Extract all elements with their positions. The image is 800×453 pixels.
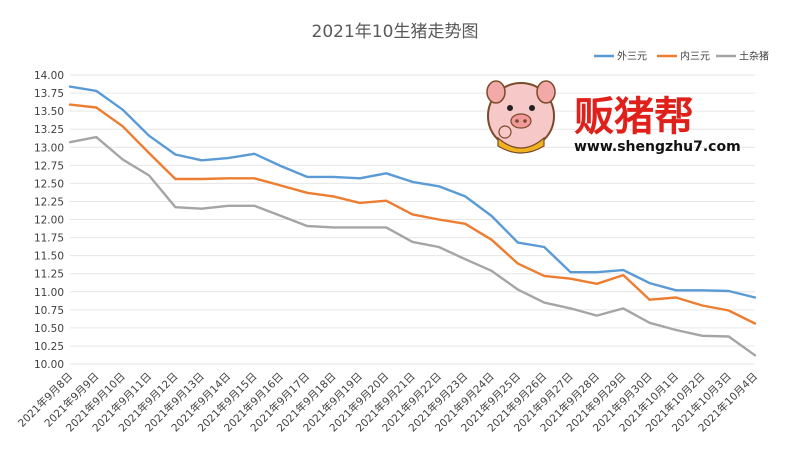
series-line-3 [68, 135, 757, 357]
y-tick-label: 11.75 [34, 233, 64, 245]
y-tick-label: 10.00 [34, 359, 64, 371]
brand-name: 贩猪帮 [574, 94, 694, 140]
x-axis: 2021年9月8日2021年9月9日2021年9月10日2021年9月11日20… [15, 370, 760, 435]
y-tick-label: 14.00 [34, 70, 64, 82]
brand-url: www.shengzhu7.com [574, 139, 741, 155]
y-tick-label: 13.75 [34, 88, 64, 100]
legend-label: 外三元 [617, 51, 647, 63]
y-tick-label: 11.00 [34, 287, 64, 299]
legend-label: 土杂猪 [739, 50, 769, 63]
legend: 外三元 内三元 土杂猪 [594, 50, 769, 63]
y-tick-label: 12.75 [34, 160, 64, 172]
y-tick-label: 12.25 [34, 196, 64, 208]
y-tick-label: 13.25 [34, 124, 64, 136]
y-tick-label: 13.50 [34, 106, 64, 118]
y-tick-label: 11.50 [34, 251, 64, 263]
legend-label: 内三元 [680, 50, 710, 63]
chart-title: 2021年10生猪走势图 [312, 22, 479, 42]
y-tick-label: 11.25 [34, 269, 64, 281]
y-tick-label: 12.00 [34, 215, 64, 227]
y-tick-label: 10.25 [34, 341, 64, 353]
series-line-1 [68, 85, 757, 299]
y-tick-label: 12.50 [34, 178, 64, 190]
y-tick-label: 10.50 [34, 323, 64, 335]
series-line-2 [68, 103, 757, 325]
y-tick-label: 13.00 [34, 142, 64, 154]
series-lines [68, 85, 757, 357]
y-axis: 10.00 10.25 10.50 10.75 11.00 11.25 11.50 11.75… [34, 70, 64, 371]
pig-mascot-icon [486, 80, 556, 154]
watermark-logo: 贩猪帮 www.shengzhu7.com [486, 80, 741, 155]
y-tick-label: 10.75 [34, 305, 64, 317]
gridlines [70, 74, 755, 365]
